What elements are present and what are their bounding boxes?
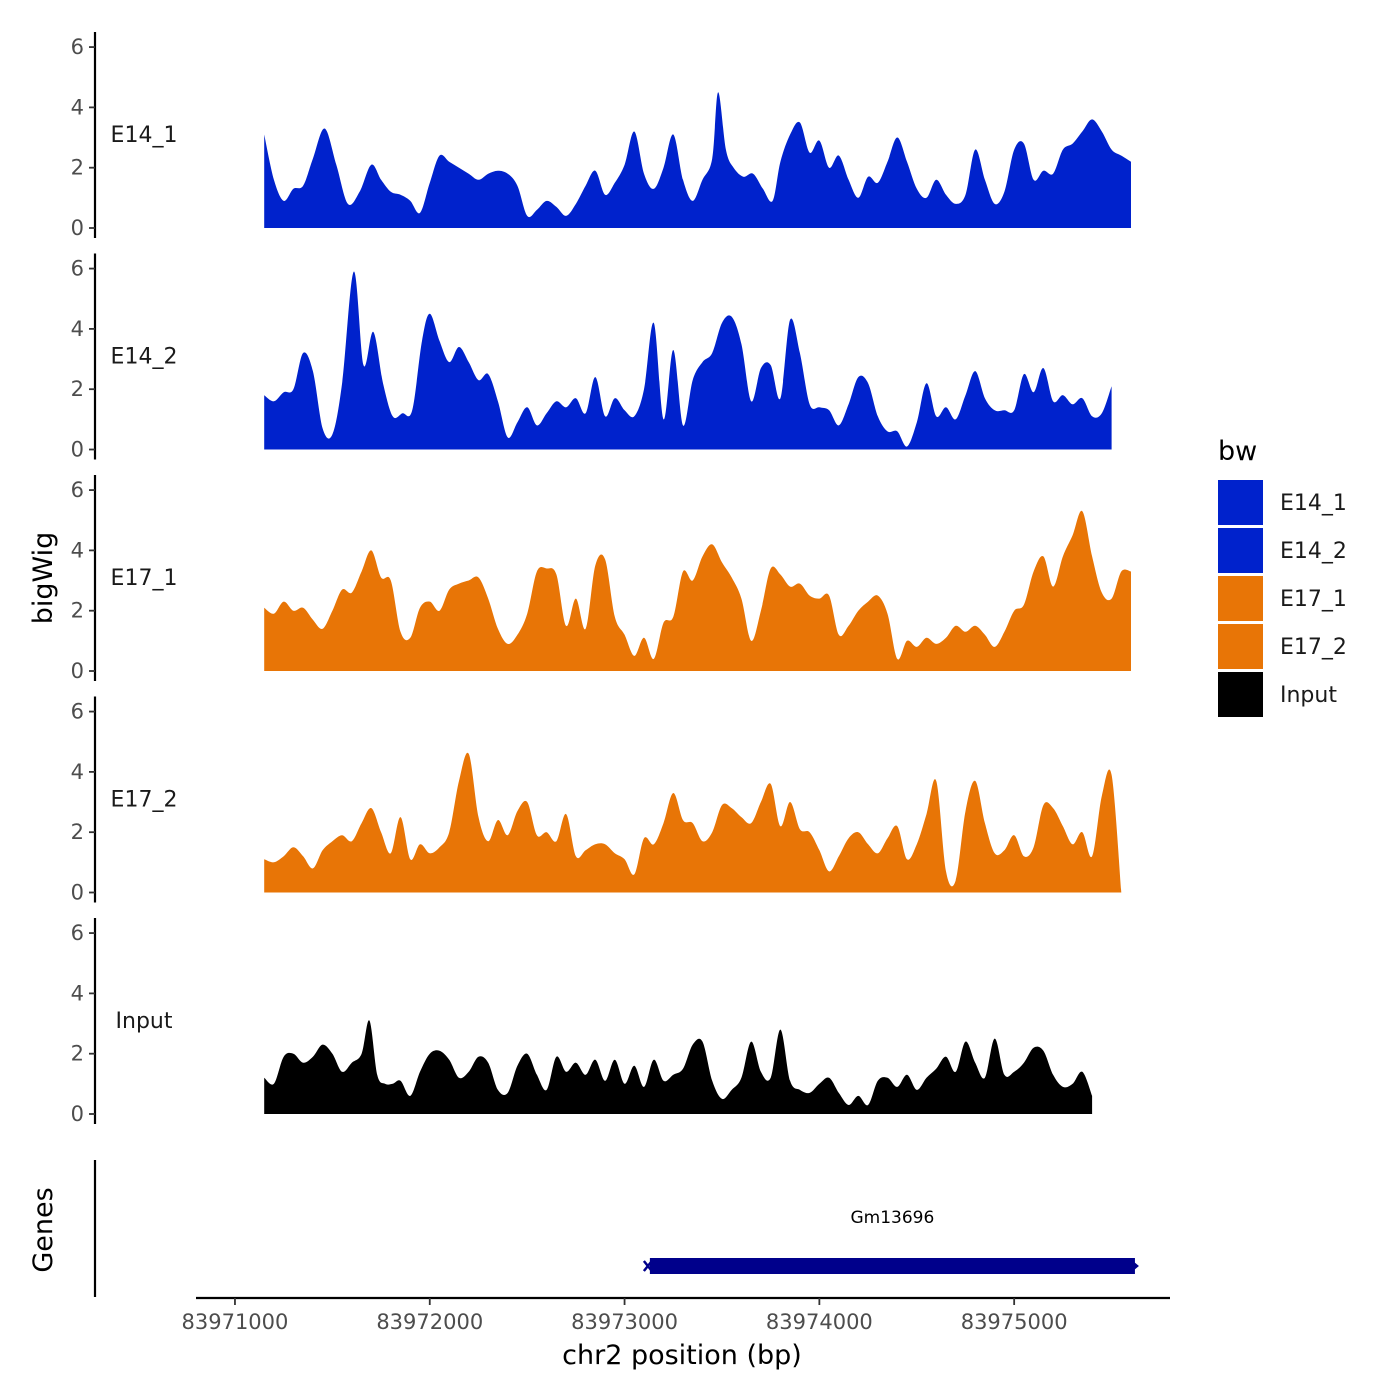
x-tick-label: 83973000 xyxy=(571,1310,678,1334)
track-label: E17_2 xyxy=(111,788,178,813)
gene-gm13696: Gm13696 xyxy=(642,1208,1139,1274)
y-tick-label: 6 xyxy=(71,478,84,502)
y-tick-label: 4 xyxy=(71,317,84,341)
track-label: E14_2 xyxy=(111,345,178,370)
y-tick-label: 6 xyxy=(71,257,84,281)
x-tick-label: 83975000 xyxy=(961,1310,1068,1334)
legend-item-e17-2: E17_2 xyxy=(1218,624,1347,669)
x-tick-label: 83972000 xyxy=(376,1310,483,1334)
signal-area-input xyxy=(264,1020,1093,1114)
legend: bw E14_1 E14_2 E17_1 E17_2 Input xyxy=(1218,436,1347,717)
x-tick-label: 83971000 xyxy=(182,1310,289,1334)
y-tick-label: 2 xyxy=(71,377,84,401)
signal-area-e14-1 xyxy=(264,92,1131,228)
legend-item-e14-2: E14_2 xyxy=(1218,528,1347,573)
track-e17-1: 0 2 4 6 E17_1 xyxy=(71,475,1131,683)
track-label: E14_1 xyxy=(111,123,178,148)
y-tick-label: 6 xyxy=(71,700,84,724)
track-label: Input xyxy=(116,1009,173,1034)
y-tick-label: 0 xyxy=(71,659,84,683)
genes-axis-title: Genes xyxy=(28,1187,59,1272)
y-tick-label: 4 xyxy=(71,760,84,784)
y-axis-title: bigWig xyxy=(28,532,59,625)
y-tick-label: 2 xyxy=(71,156,84,180)
y-tick-label: 6 xyxy=(71,921,84,945)
signal-area-e17-2 xyxy=(264,752,1122,893)
legend-label: E17_2 xyxy=(1280,635,1347,660)
y-tick-label: 0 xyxy=(71,438,84,462)
signal-area-e17-1 xyxy=(264,510,1131,671)
gene-end-mark xyxy=(1132,1261,1139,1271)
gene-label: Gm13696 xyxy=(850,1208,934,1228)
x-axis: 83971000 83972000 83973000 83974000 83975000 xyxy=(182,1296,1170,1334)
gene-body xyxy=(649,1258,1135,1274)
track-input: 0 2 4 6 Input xyxy=(71,918,1093,1126)
tracks-layer: 0 2 4 6 E14_1 0 2 4 6 E14_2 0 2 4 6 E17_1 0 2 4 6 E17_2 0 2 4 6… xyxy=(71,32,1131,1126)
legend-swatch xyxy=(1218,528,1263,573)
genes-panel: Gm13696 xyxy=(93,1160,1139,1297)
legend-swatch xyxy=(1218,576,1263,621)
track-e14-1: 0 2 4 6 E14_1 xyxy=(71,32,1131,240)
y-tick-label: 2 xyxy=(71,1042,84,1066)
track-e14-2: 0 2 4 6 E14_2 xyxy=(71,253,1112,462)
signal-area-e14-2 xyxy=(264,271,1112,450)
x-axis-title: chr2 position (bp) xyxy=(562,1340,802,1371)
y-tick-label: 2 xyxy=(71,599,84,623)
y-tick-label: 6 xyxy=(71,35,84,59)
legend-item-e14-1: E14_1 xyxy=(1218,480,1347,525)
legend-label: E14_2 xyxy=(1280,539,1347,564)
y-tick-label: 4 xyxy=(71,538,84,562)
legend-item-input: Input xyxy=(1218,672,1337,717)
y-tick-label: 0 xyxy=(71,881,84,905)
y-tick-label: 4 xyxy=(71,981,84,1005)
legend-label: E17_1 xyxy=(1280,587,1347,612)
legend-item-e17-1: E17_1 xyxy=(1218,576,1347,621)
y-tick-label: 0 xyxy=(71,216,84,240)
track-e17-2: 0 2 4 6 E17_2 xyxy=(71,696,1122,905)
x-tick-label: 83974000 xyxy=(766,1310,873,1334)
legend-title: bw xyxy=(1218,436,1257,467)
y-tick-label: 0 xyxy=(71,1102,84,1126)
gene-strand-mark xyxy=(642,1260,653,1272)
y-tick-label: 4 xyxy=(71,95,84,119)
track-label: E17_1 xyxy=(111,566,178,591)
legend-swatch xyxy=(1218,672,1263,717)
legend-label: E14_1 xyxy=(1280,491,1347,516)
legend-label: Input xyxy=(1280,683,1337,708)
legend-swatch xyxy=(1218,480,1263,525)
y-tick-label: 2 xyxy=(71,820,84,844)
legend-swatch xyxy=(1218,624,1263,669)
